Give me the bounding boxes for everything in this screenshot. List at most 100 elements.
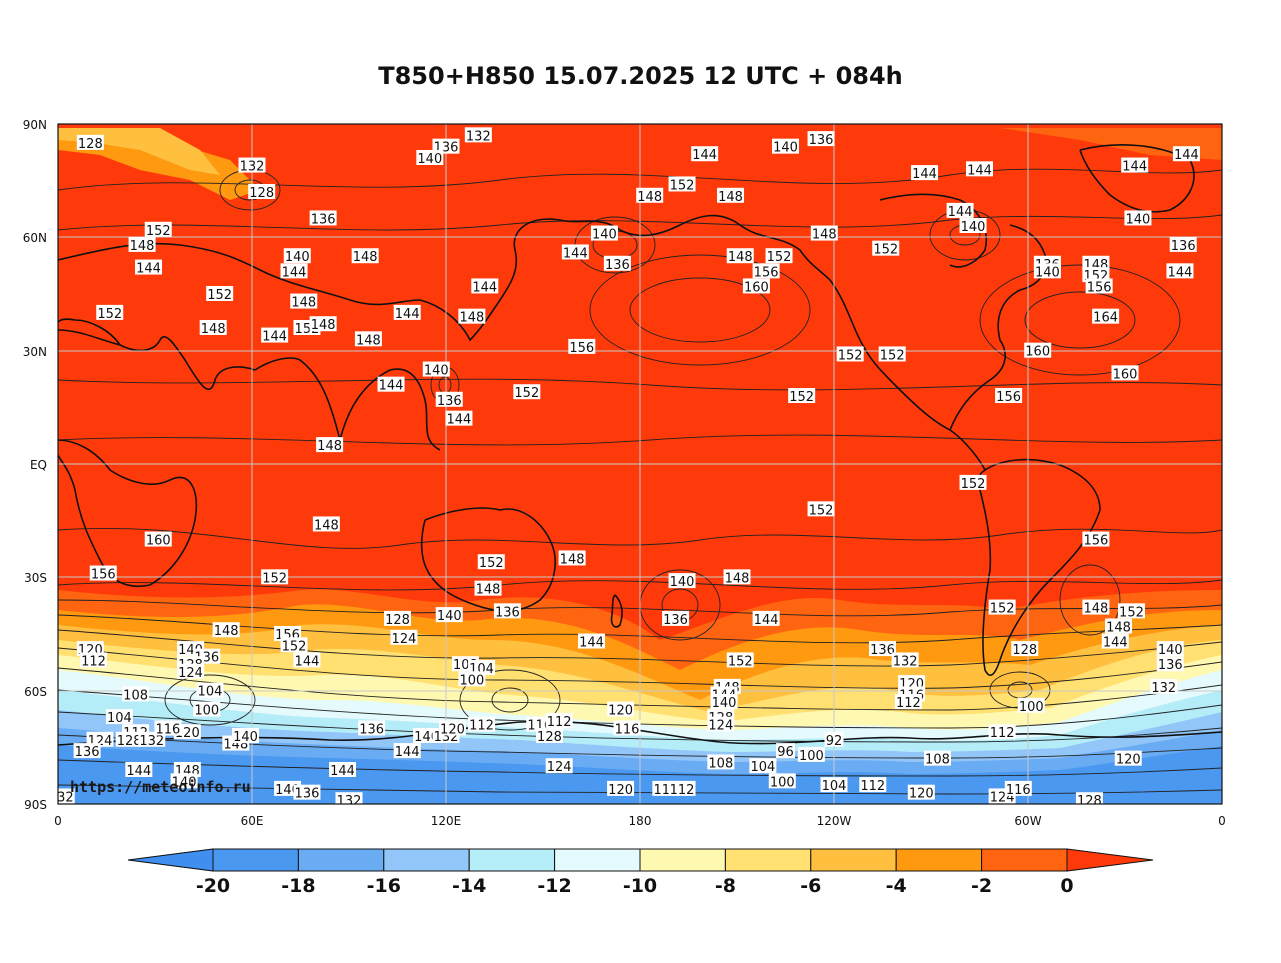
- contour-label-bg: [1075, 792, 1103, 804]
- contour-label-bg: [293, 652, 321, 668]
- contour-label: 148: [1082, 599, 1110, 617]
- contour-label: 144: [471, 278, 499, 295]
- contour-label: 124: [390, 629, 418, 647]
- contour-label-bg: [824, 731, 844, 747]
- lon-axis: 0 60E 120E 180 120W 60W 0: [54, 814, 1226, 828]
- contour-label: 136: [435, 391, 463, 409]
- contour-label-bg: [206, 286, 234, 301]
- colorbar-extend-high: [1066, 848, 1154, 872]
- contour-label-text: 148: [459, 311, 484, 326]
- contour-label-text: 140: [773, 141, 798, 156]
- contour-label-bg: [1011, 641, 1039, 657]
- contour-label-text: 140: [285, 250, 310, 265]
- contour-label: 108: [707, 754, 735, 771]
- contour-label-bg: [1004, 780, 1032, 796]
- contour-label-text: 148: [728, 250, 753, 265]
- contour-label-bg: [89, 565, 117, 581]
- contour-label: 136: [358, 720, 386, 737]
- contour-label: 136: [493, 603, 521, 620]
- contour-label: 144: [280, 263, 308, 280]
- contour-label-bg: [432, 138, 460, 154]
- contour-label-text: 152: [789, 390, 814, 405]
- contour-label: 132: [464, 127, 492, 144]
- contour-label: 100: [768, 773, 796, 790]
- contour-label-text: 164: [1093, 311, 1118, 326]
- contour-label: 144: [578, 633, 605, 651]
- contour-label-text: 144: [754, 613, 779, 628]
- contour-label: 100: [797, 746, 825, 764]
- contour-label-bg: [807, 131, 835, 147]
- contour-label-text: 148: [812, 228, 837, 243]
- lon-label: 120E: [431, 814, 462, 828]
- contour-label: 144: [393, 743, 421, 760]
- contour-label: 132: [238, 157, 266, 175]
- contour-label: 128: [1075, 792, 1103, 804]
- contour-label-text: 108: [925, 753, 950, 768]
- contour-label-text: 120: [1116, 753, 1141, 768]
- contour-label: 144: [1101, 633, 1129, 651]
- contour-label-text: 148: [311, 318, 336, 333]
- contour-label-bg: [710, 694, 738, 709]
- contour-label-text: 152: [282, 639, 307, 654]
- contour-label: 144: [946, 202, 974, 220]
- colorbar-swatch: [810, 848, 897, 872]
- contour-label-text: 148: [1106, 620, 1131, 635]
- contour-label: 112: [668, 780, 696, 798]
- contour-label: 92: [824, 731, 844, 749]
- contour-label: 152: [668, 176, 696, 193]
- contour-label-bg: [335, 792, 363, 804]
- contour-label: 136: [1169, 236, 1197, 254]
- contour-label: 156: [568, 338, 596, 356]
- contour-label-text: 100: [770, 775, 795, 790]
- contour-label-bg: [1082, 255, 1110, 271]
- contour-label-text: 132: [893, 654, 918, 669]
- contour-label-text: 136: [359, 722, 384, 737]
- contour-label-text: 116: [156, 722, 181, 737]
- contour-label-text: 156: [1083, 534, 1108, 549]
- contour-label-bg: [309, 316, 337, 332]
- contour-label-bg: [493, 603, 521, 619]
- contour-label: 140: [283, 248, 311, 265]
- contour-label: 100: [193, 701, 221, 719]
- contour-label: 152: [513, 384, 541, 401]
- contour-label: 160: [742, 278, 770, 295]
- contour-label-bg: [128, 236, 156, 252]
- contour-label-bg: [312, 516, 340, 532]
- contour-label-bg: [290, 293, 318, 309]
- contour-label-bg: [468, 716, 496, 732]
- contour-label: 152: [1117, 603, 1145, 620]
- contour-label-bg: [177, 663, 205, 679]
- contour-label: 144: [261, 327, 289, 345]
- contour-label: 164: [1092, 308, 1120, 326]
- contour-label: 144: [1166, 263, 1194, 280]
- contour-label: 96: [776, 743, 795, 760]
- contour-label-text: 136: [663, 613, 688, 628]
- contour-label: 112: [859, 777, 887, 794]
- contour-label-text: 136: [495, 605, 520, 620]
- contour-label: 148: [474, 580, 502, 598]
- contour-label-bg: [435, 607, 463, 623]
- contour-label-text: 156: [569, 341, 594, 356]
- contour-label-bg: [1105, 618, 1133, 634]
- contour-label-text: 148: [201, 322, 226, 337]
- contour-label-text: 100: [1019, 700, 1044, 715]
- contour-label-text: 144: [395, 745, 420, 760]
- contour-label: 132: [138, 731, 166, 749]
- contour-label-bg: [752, 610, 780, 626]
- lat-label: 90N: [23, 118, 47, 132]
- contour-label-bg: [810, 225, 838, 241]
- contour-label-text: 124: [178, 666, 203, 681]
- contour-label-bg: [316, 437, 344, 453]
- contour-label-text: 104: [107, 711, 132, 726]
- contour-label-text: 108: [708, 756, 733, 771]
- contour-label: 116: [1004, 780, 1032, 798]
- contour-label-text: 104: [198, 685, 223, 700]
- contour-label: 144: [966, 161, 993, 178]
- contour-label-bg: [946, 202, 974, 218]
- contour-label-bg: [749, 758, 777, 774]
- contour-label-text: 148: [353, 250, 378, 265]
- contour-label-bg: [280, 263, 308, 279]
- colorbar-swatch: [383, 848, 470, 872]
- contour-label-bg: [603, 255, 631, 271]
